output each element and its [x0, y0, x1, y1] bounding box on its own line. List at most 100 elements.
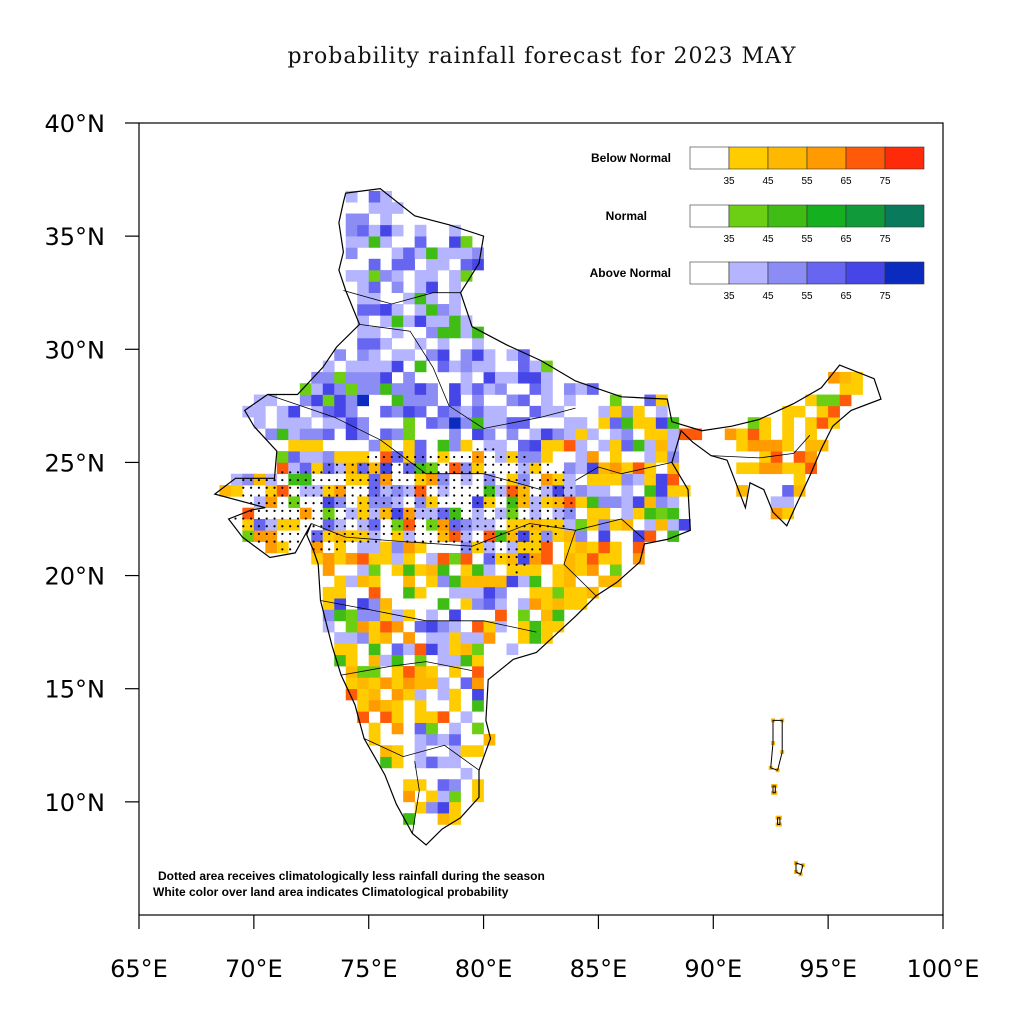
probability-cell	[506, 394, 519, 407]
legend-swatch	[728, 146, 769, 170]
probability-cell	[472, 688, 484, 701]
stipple-dot	[242, 486, 245, 489]
stipple-dot	[421, 509, 425, 512]
legend-tick-label: 55	[801, 176, 813, 187]
probability-cell	[598, 507, 611, 520]
probability-cell	[460, 462, 473, 475]
probability-cell	[495, 383, 507, 395]
probability-cell	[380, 224, 392, 237]
probability-cell	[345, 190, 358, 203]
stipple-dot	[468, 548, 471, 551]
stipple-dot	[445, 471, 448, 474]
probability-cell	[391, 519, 404, 531]
stipple-dot	[281, 494, 284, 497]
stipple-dot	[296, 478, 300, 482]
probability-cell	[345, 451, 358, 463]
stipple-dot	[445, 525, 448, 528]
probability-cell	[483, 349, 496, 361]
stipple-dot	[343, 509, 346, 512]
stipple-dot	[476, 517, 479, 520]
stipple-dot	[398, 471, 401, 474]
stipple-dot	[382, 486, 385, 489]
stipple-dot	[476, 548, 479, 551]
probability-cell	[380, 451, 392, 463]
probability-cell	[276, 541, 289, 554]
probability-cell	[472, 722, 484, 735]
stipple-dot	[398, 494, 401, 497]
probability-cell	[472, 564, 484, 576]
stipple-dot	[437, 532, 440, 536]
stipple-dot	[257, 540, 261, 543]
stipple-dot	[335, 471, 339, 474]
probability-cell	[391, 564, 404, 576]
probability-cell	[575, 485, 588, 497]
probability-cell	[805, 462, 817, 475]
probability-cell	[552, 586, 565, 599]
probability-cell	[449, 575, 461, 588]
probability-cell	[403, 632, 415, 644]
probability-cell	[506, 496, 519, 508]
probability-cell	[621, 417, 634, 429]
stipple-dot	[468, 540, 471, 543]
stipple-dot	[335, 494, 339, 497]
probability-cell	[483, 383, 496, 395]
legend-tick-label: 75	[879, 291, 891, 302]
probability-cell	[368, 677, 381, 690]
stipple-dot	[507, 517, 510, 520]
probability-cell	[541, 360, 553, 373]
probability-cell	[483, 598, 496, 610]
legend-swatch	[806, 146, 847, 170]
stipple-dot	[351, 478, 354, 482]
stipple-dot	[398, 509, 401, 512]
probability-cell	[414, 688, 427, 701]
legend-tick-label: 75	[879, 234, 891, 245]
probability-cell	[403, 428, 415, 441]
probability-cell	[253, 530, 266, 542]
probability-cell	[426, 620, 438, 633]
probability-cell	[472, 745, 484, 757]
legend-swatch	[767, 146, 808, 170]
stipple-dot	[289, 478, 292, 482]
state-boundary	[412, 761, 420, 834]
stipple-dot	[554, 509, 557, 512]
probability-cell	[449, 801, 461, 814]
probability-cell	[563, 439, 576, 452]
stipple-dot	[273, 509, 276, 512]
probability-cell	[460, 473, 473, 486]
stipple-dot	[320, 532, 323, 536]
lon-tick-label: 95°E	[799, 955, 857, 983]
probability-cell	[529, 598, 542, 610]
stipple-dot	[484, 494, 487, 497]
stipple-dot	[296, 471, 300, 474]
stipple-dot	[538, 478, 542, 482]
probability-cell	[334, 383, 347, 395]
stipple-dot	[437, 525, 440, 528]
stipple-dot	[507, 525, 510, 528]
probability-cell	[414, 281, 427, 294]
stipple-dot	[406, 517, 409, 520]
probability-cell	[403, 575, 415, 588]
probability-cell	[449, 360, 461, 373]
stipple-dot	[414, 502, 417, 505]
probability-cell	[529, 428, 542, 441]
stipple-dot	[335, 478, 339, 482]
island-outline	[772, 785, 776, 794]
probability-cell	[414, 564, 427, 576]
stipple-dot	[414, 525, 417, 528]
probability-cell	[437, 688, 450, 701]
stipple-dot	[507, 494, 510, 497]
probability-cell	[265, 541, 278, 554]
probability-cell	[299, 394, 312, 407]
stipple-dot	[554, 517, 557, 520]
stipple-dot	[328, 478, 331, 482]
stipple-dot	[414, 478, 417, 482]
probability-cell	[632, 417, 645, 429]
probability-cell	[426, 496, 438, 508]
stipple-dot	[538, 509, 542, 512]
probability-cell	[414, 360, 427, 373]
probability-cell	[403, 586, 415, 599]
probability-cell	[391, 530, 404, 542]
probability-cell	[460, 247, 473, 260]
stipple-dot	[406, 478, 409, 482]
probability-cell	[816, 405, 829, 418]
